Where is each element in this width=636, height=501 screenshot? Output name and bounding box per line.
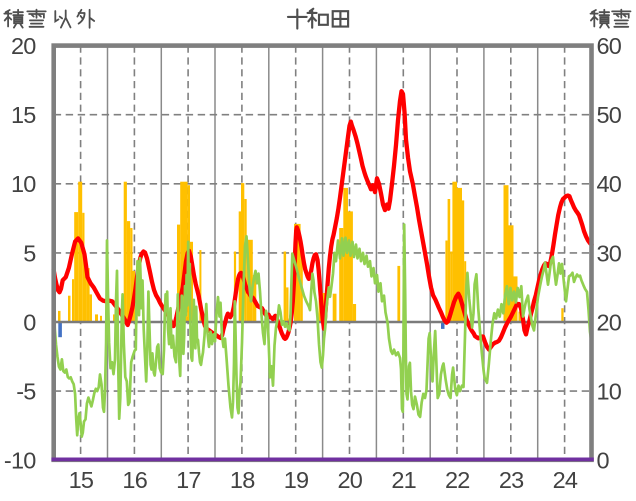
svg-text:40: 40 (597, 171, 622, 197)
svg-text:22: 22 (445, 467, 470, 493)
svg-text:17: 17 (176, 467, 201, 493)
svg-text:10: 10 (597, 379, 622, 405)
svg-text:19: 19 (284, 467, 309, 493)
svg-text:16: 16 (122, 467, 147, 493)
svg-text:20: 20 (338, 467, 363, 493)
svg-text:24: 24 (553, 467, 578, 493)
svg-text:18: 18 (230, 467, 255, 493)
svg-text:0: 0 (597, 448, 610, 474)
svg-text:50: 50 (597, 102, 622, 128)
svg-text:30: 30 (597, 240, 622, 266)
svg-text:20: 20 (597, 309, 622, 335)
svg-text:21: 21 (391, 467, 416, 493)
svg-text:-10: -10 (4, 448, 36, 474)
svg-text:0: 0 (23, 309, 36, 335)
svg-text:-5: -5 (16, 379, 36, 405)
svg-text:15: 15 (69, 467, 94, 493)
svg-text:23: 23 (499, 467, 524, 493)
svg-text:5: 5 (23, 240, 36, 266)
svg-text:20: 20 (11, 33, 36, 59)
svg-text:10: 10 (11, 171, 36, 197)
svg-text:15: 15 (11, 102, 36, 128)
svg-text:60: 60 (597, 33, 622, 59)
